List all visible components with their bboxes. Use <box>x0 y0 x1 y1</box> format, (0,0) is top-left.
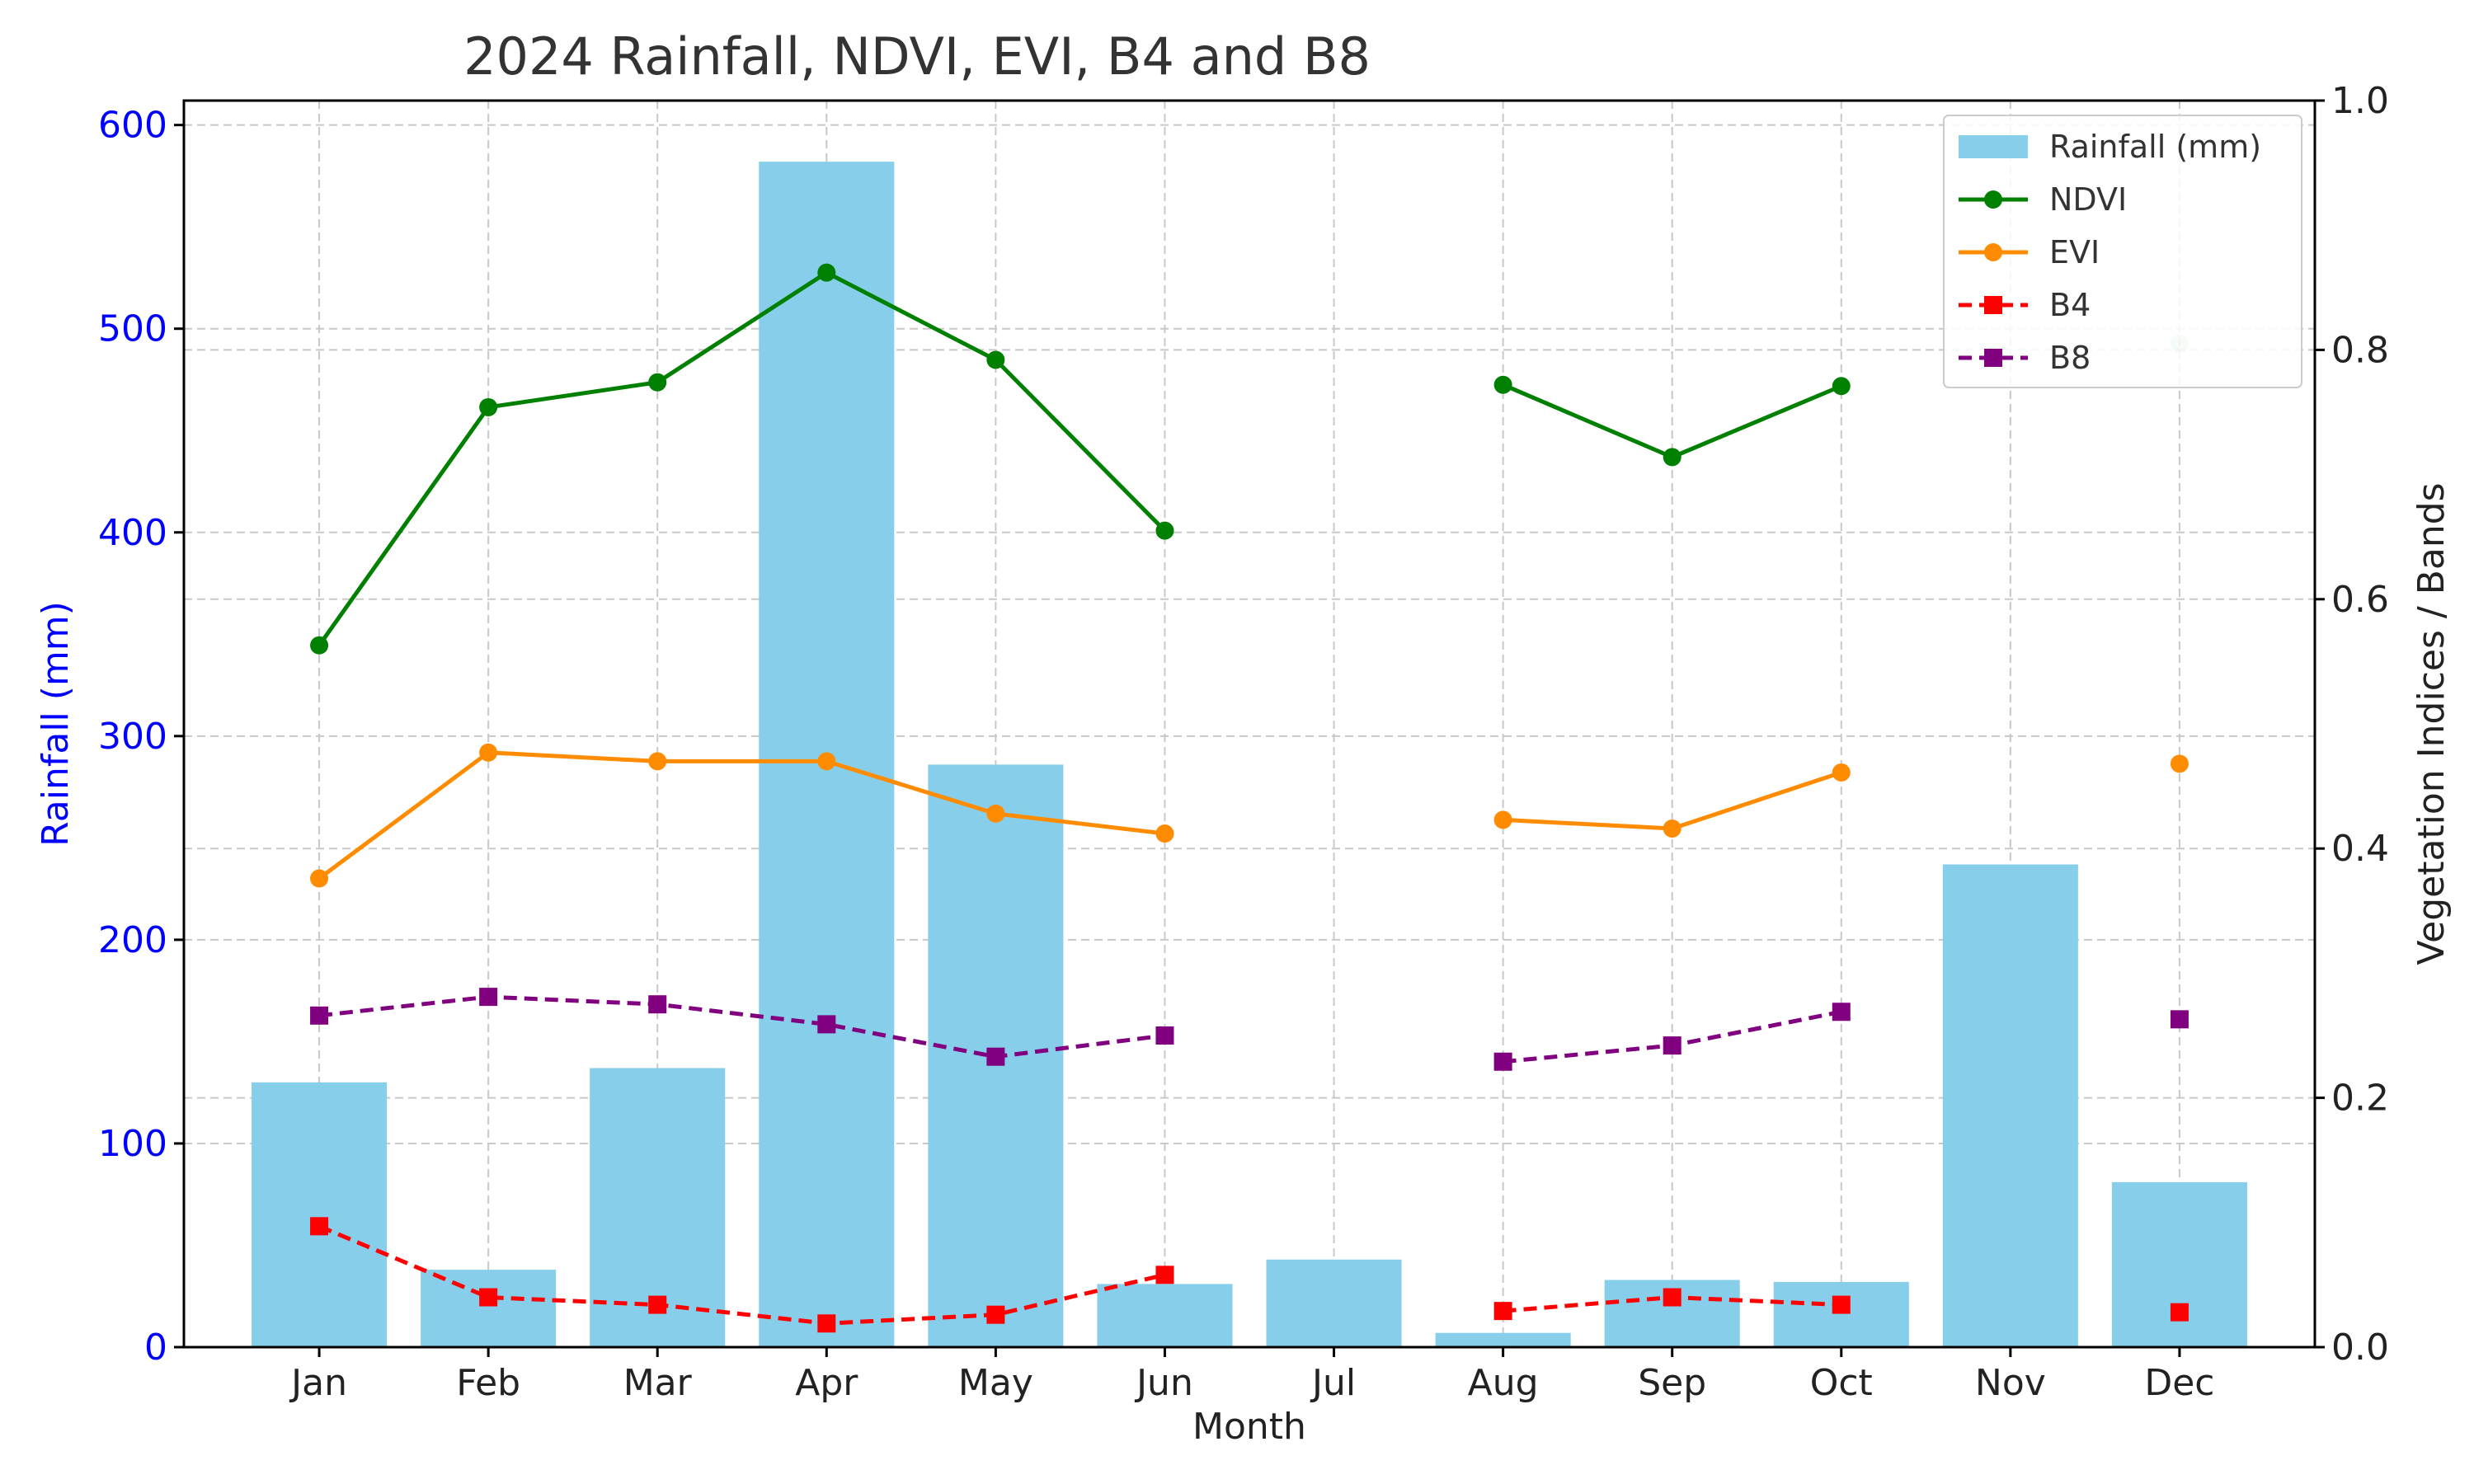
ndvi-point-oct <box>1832 377 1851 396</box>
right-y-tick-label: 0.8 <box>2331 329 2389 371</box>
left-y-tick-label: 600 <box>98 105 167 147</box>
b8-point-sep <box>1663 1036 1681 1055</box>
left-y-tick-label: 200 <box>98 919 167 961</box>
legend-marker-b4 <box>1984 296 2002 314</box>
b4-point-jan <box>310 1217 329 1236</box>
legend-marker-b8 <box>1984 349 2002 367</box>
evi-point-apr <box>817 752 836 771</box>
legend-label-b8: B8 <box>2049 340 2091 376</box>
right-y-tick-label: 0.6 <box>2331 579 2389 621</box>
rainfall-bar-aug <box>1435 1332 1571 1347</box>
ndvi-point-may <box>986 350 1005 369</box>
left-y-axis-ticks: 0 100 200 300 400 500 600 <box>98 105 184 1369</box>
evi-point-jun <box>1155 824 1174 843</box>
x-tick-label: May <box>958 1362 1033 1404</box>
left-y-tick-label: 100 <box>98 1123 167 1165</box>
legend-swatch-rainfall-mm <box>1959 135 2028 158</box>
ndvi-point-mar <box>648 373 667 392</box>
ndvi-point-apr <box>817 263 836 282</box>
rainfall-bar-jun <box>1097 1284 1233 1347</box>
evi-point-jan <box>310 869 329 888</box>
x-tick-label: Jun <box>1134 1362 1193 1404</box>
b4-point-oct <box>1832 1295 1851 1314</box>
b4-point-apr <box>817 1314 836 1333</box>
right-y-tick-label: 0.0 <box>2331 1327 2389 1369</box>
x-tick-label: Jan <box>289 1362 347 1404</box>
legend-box <box>1943 115 2302 388</box>
b4-line <box>318 1224 1166 1326</box>
legend-label-ndvi: NDVI <box>2049 181 2127 218</box>
x-axis-label: Month <box>1192 1406 1306 1448</box>
b4-point-dec <box>2170 1303 2189 1322</box>
rainfall-bar-oct <box>1773 1281 1909 1347</box>
b4-point-sep <box>1663 1288 1681 1307</box>
b8-point-may <box>986 1047 1005 1066</box>
right-y-axis-label: Vegetation Indices / Bands <box>2411 482 2453 965</box>
b8-point-feb <box>479 988 498 1007</box>
b8-point-jun <box>1155 1026 1174 1045</box>
ndvi-point-jun <box>1155 521 1174 540</box>
legend-label-b4: B4 <box>2049 287 2091 323</box>
rainfall-bar-nov <box>1942 864 2078 1347</box>
evi-line <box>317 750 1165 881</box>
b8-point-apr <box>817 1015 836 1034</box>
evi-point-sep <box>1663 819 1681 838</box>
x-tick-label: Aug <box>1468 1362 1539 1404</box>
b4-point-jun <box>1155 1266 1174 1284</box>
b8-point-aug <box>1493 1052 1512 1071</box>
ndvi-point-feb <box>479 397 498 416</box>
b4-point-mar <box>648 1295 667 1314</box>
x-axis-ticks: Jan Feb Mar Apr May Jun Jul Aug Sep Oct Nov Dec <box>289 1347 2215 1404</box>
rainfall-bar-jul <box>1266 1259 1402 1347</box>
legend-label-rainfall-mm: Rainfall (mm) <box>2049 129 2261 165</box>
x-tick-label: Feb <box>456 1362 520 1404</box>
evi-point-may <box>986 804 1005 823</box>
right-y-tick-label: 1.0 <box>2331 80 2389 122</box>
x-tick-label: Apr <box>795 1362 858 1404</box>
ndvi-point-aug <box>1493 375 1512 394</box>
ndvi-line <box>317 270 1167 647</box>
ndvi-point-jan <box>310 636 329 655</box>
rainfall-bar-dec <box>2111 1181 2247 1347</box>
x-tick-label: Sep <box>1638 1362 1706 1404</box>
b4-point-aug <box>1493 1302 1512 1321</box>
rainfall-bar-jan <box>252 1082 388 1347</box>
left-y-tick-label: 300 <box>98 716 167 758</box>
chart-title: 2024 Rainfall, NDVI, EVI, B4 and B8 <box>463 26 1371 87</box>
b8-point-dec <box>2170 1010 2189 1029</box>
x-tick-label: Dec <box>2144 1362 2214 1404</box>
evi-point-feb <box>479 743 498 762</box>
b8-point-mar <box>648 995 667 1014</box>
legend-label-evi: EVI <box>2049 234 2100 270</box>
evi-point-oct <box>1832 763 1851 782</box>
ndvi-point-sep <box>1663 448 1681 467</box>
plot-frame <box>182 99 2316 1349</box>
x-tick-label: Nov <box>1975 1362 2046 1404</box>
left-y-tick-label: 500 <box>98 308 167 350</box>
rainfall-bar-feb <box>421 1270 557 1347</box>
left-y-tick-label: 0 <box>144 1327 167 1369</box>
b8-point-oct <box>1832 1003 1851 1021</box>
b4-point-feb <box>479 1288 498 1307</box>
x-tick-label: Mar <box>623 1362 693 1404</box>
right-y-tick-label: 0.2 <box>2331 1078 2389 1120</box>
left-y-tick-label: 400 <box>98 512 167 554</box>
legend-marker-evi <box>1984 243 2002 261</box>
legend: Rainfall (mm) NDVI EVI B4 B8 <box>1943 115 2302 388</box>
b8-line <box>318 994 1165 1059</box>
evi-point-aug <box>1493 810 1512 829</box>
x-tick-label: Jul <box>1310 1362 1356 1404</box>
left-y-axis-label: Rainfall (mm) <box>35 601 77 847</box>
x-tick-label: Oct <box>1810 1362 1873 1404</box>
evi-point-mar <box>648 752 667 771</box>
legend-marker-ndvi <box>1984 190 2002 209</box>
evi-point-dec <box>2170 754 2189 773</box>
b4-point-may <box>986 1305 1005 1324</box>
right-y-tick-label: 0.4 <box>2331 828 2389 870</box>
b8-point-jan <box>310 1006 329 1025</box>
right-y-axis-ticks: 0.0 0.2 0.4 0.6 0.8 1.0 <box>2315 80 2389 1369</box>
